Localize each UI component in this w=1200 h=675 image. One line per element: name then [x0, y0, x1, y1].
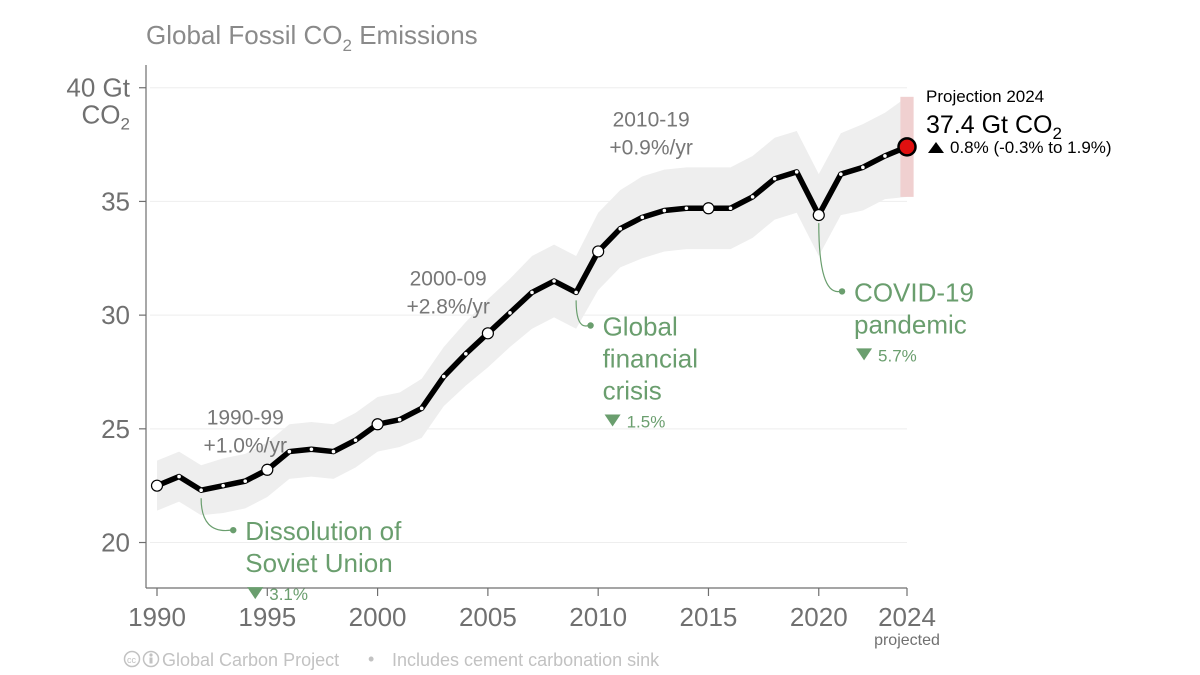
event-label-line: crisis: [603, 376, 662, 406]
period-rate-label: +0.9%/yr: [609, 136, 692, 159]
projection-point: [897, 137, 917, 157]
event-connector: [575, 300, 589, 327]
event-label-line: COVID-19: [854, 277, 974, 307]
x-tick-label: 2024: [878, 602, 936, 632]
annotations: 1990-99 +1.0%/yr 2000-09 +2.8%/yr 2010-19 +0.…: [200, 108, 974, 604]
x-tick-label: 1995: [238, 602, 296, 632]
data-point: [353, 438, 358, 442]
data-point-milestone: [481, 327, 494, 340]
data-point: [287, 449, 292, 454]
event-change-pct: 3.1%: [269, 585, 308, 604]
period-years-label: 2000-09: [410, 268, 487, 291]
data-point: [861, 165, 865, 170]
event-label-line: Soviet Union: [245, 548, 392, 578]
data-point: [243, 479, 248, 483]
event-marker: [838, 288, 846, 295]
data-point: [309, 447, 314, 452]
y-unit-text: CO: [82, 100, 121, 130]
data-point: [839, 172, 843, 176]
footer: cc Global Carbon Project • Includes ceme…: [123, 649, 660, 670]
data-point: [794, 170, 799, 174]
projection-label: Projection 2024 37.4 Gt CO2 0.8% (-0.3% …: [926, 87, 1112, 157]
data-point: [728, 206, 733, 211]
data-point: [419, 406, 424, 411]
data-point: [508, 311, 512, 315]
data-point-milestone: [371, 418, 384, 431]
y-tick-label: 25: [101, 414, 130, 444]
data-point: [662, 208, 667, 213]
triangle-down-icon: [247, 587, 264, 600]
axes: 40 Gt 35 30 25 20 CO2 1990 1995 2000 2005 2010 2015…: [66, 65, 940, 649]
data-point: [199, 488, 203, 493]
event-connector: [200, 498, 232, 532]
x-tick-label: 2005: [459, 602, 517, 632]
x-tick-label: 2000: [349, 602, 407, 632]
data-point: [221, 483, 225, 488]
data-point-milestone: [592, 245, 605, 258]
data-point: [640, 215, 645, 220]
triangle-down-icon: [856, 348, 873, 361]
event-label-line: Global: [603, 312, 678, 342]
data-point-milestone: [261, 463, 274, 476]
y-tick-label: 35: [101, 186, 130, 216]
data-point-milestone: [812, 208, 825, 222]
period-years-label: 2010-19: [613, 108, 690, 131]
data-point: [883, 154, 887, 158]
data-points: [150, 137, 917, 493]
x-tick-label: 2015: [680, 602, 738, 632]
period-rate-label: +2.8%/yr: [406, 296, 489, 319]
creative-commons-icon: cc: [123, 650, 160, 668]
data-point-milestone: [702, 202, 715, 215]
data-point: [772, 176, 777, 181]
data-point-milestone: [150, 479, 164, 492]
projection-change: 0.8% (-0.3% to 1.9%): [950, 138, 1112, 157]
x-projected-label: projected: [874, 632, 940, 649]
y-tick-label: 30: [101, 300, 130, 330]
data-point: [331, 449, 336, 454]
event-label-line: pandemic: [854, 309, 967, 339]
svg-text:cc: cc: [127, 655, 137, 665]
y-axis-unit: CO2: [82, 100, 130, 134]
projection-title: Projection 2024: [926, 87, 1044, 106]
y-tick-label: 40 Gt: [66, 73, 130, 103]
period-years-label: 1990-99: [207, 406, 284, 429]
data-point: [750, 195, 755, 199]
event-label-line: financial: [603, 344, 698, 374]
chart-title: Global Fossil CO2 Emissions: [146, 20, 478, 55]
data-point: [618, 226, 623, 231]
event-label-line: Dissolution of: [245, 516, 402, 546]
data-point: [574, 290, 578, 295]
projection-value: 37.4 Gt CO2: [926, 111, 1062, 143]
event-marker: [587, 322, 594, 329]
footer-separator: •: [368, 649, 374, 669]
triangle-up-icon: [928, 142, 944, 153]
data-point: [464, 351, 468, 356]
triangle-down-icon: [604, 414, 621, 427]
period-rate-label: +1.0%/yr: [204, 434, 287, 457]
data-point: [530, 290, 534, 295]
event-change-pct: 5.7%: [878, 346, 917, 365]
event-connector: [818, 223, 841, 293]
data-point: [177, 474, 181, 479]
data-point: [552, 279, 556, 283]
data-point: [684, 206, 689, 211]
uncertainty-band: [157, 96, 907, 516]
uncertainty-area: [157, 96, 907, 516]
data-point: [441, 374, 446, 379]
event-change-pct: 1.5%: [627, 413, 666, 432]
footer-note: Includes cement carbonation sink: [392, 650, 660, 670]
data-point: [397, 417, 402, 422]
event-marker: [230, 526, 237, 534]
x-tick-label: 1990: [128, 602, 186, 632]
footer-source: Global Carbon Project: [162, 650, 339, 670]
y-unit-subscript: 2: [121, 115, 130, 134]
x-tick-label: 2010: [569, 602, 627, 632]
x-tick-label: 2020: [790, 602, 848, 632]
y-tick-label: 20: [101, 528, 130, 558]
